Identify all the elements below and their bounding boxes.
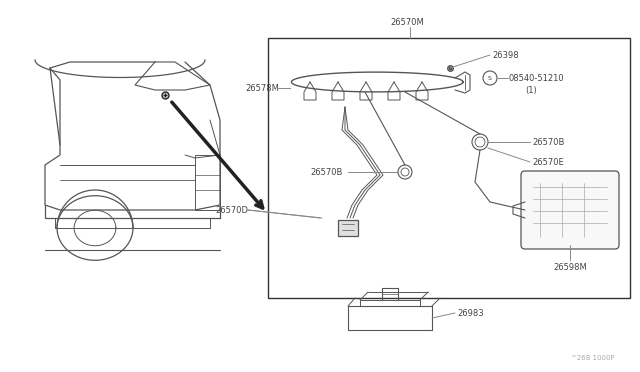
Text: 26578M: 26578M xyxy=(245,83,279,93)
Text: 26570B: 26570B xyxy=(310,167,342,176)
Text: 26398: 26398 xyxy=(492,51,518,60)
Text: 26598M: 26598M xyxy=(553,263,587,272)
Text: 26570D: 26570D xyxy=(215,205,248,215)
Text: 26570B: 26570B xyxy=(532,138,564,147)
Text: 08540-51210: 08540-51210 xyxy=(509,74,564,83)
FancyBboxPatch shape xyxy=(521,171,619,249)
Bar xyxy=(195,155,220,210)
Bar xyxy=(268,38,630,298)
Text: S: S xyxy=(488,76,492,80)
Text: 26570M: 26570M xyxy=(390,17,424,26)
Bar xyxy=(338,220,358,236)
Text: 26570E: 26570E xyxy=(532,157,564,167)
Text: (1): (1) xyxy=(525,86,537,94)
Text: 26983: 26983 xyxy=(457,308,484,317)
Text: ^268 1000P: ^268 1000P xyxy=(572,355,615,361)
